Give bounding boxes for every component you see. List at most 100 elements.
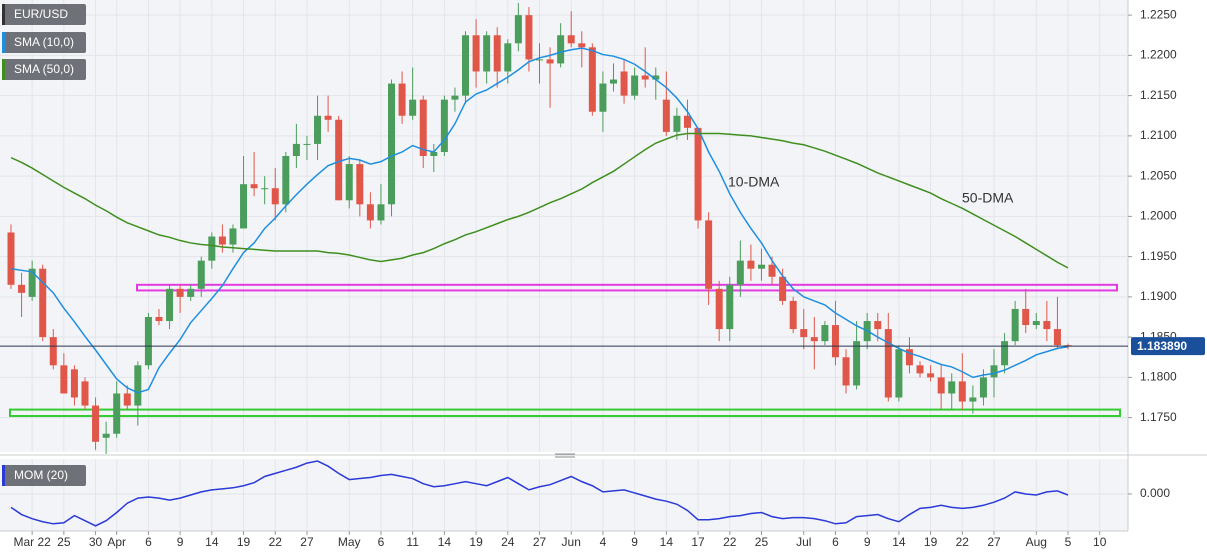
candle-body bbox=[927, 373, 935, 378]
legend-label: EUR/USD bbox=[14, 7, 68, 21]
legend-label: SMA (10,0) bbox=[14, 35, 74, 49]
legend-box bbox=[2, 59, 86, 80]
candle-body bbox=[208, 236, 216, 261]
candle-body bbox=[250, 184, 258, 189]
candle-body bbox=[620, 71, 628, 96]
x-tick-label: 24 bbox=[501, 535, 515, 549]
indicator-line bbox=[10, 132, 1069, 269]
candle-body bbox=[451, 95, 459, 100]
candle-body bbox=[377, 204, 385, 221]
annotation: 10-DMA bbox=[728, 174, 780, 190]
y-tick-label: 1.2000 bbox=[1140, 209, 1177, 223]
candle-body bbox=[356, 164, 364, 205]
candle-body bbox=[831, 325, 839, 358]
x-tick-label: May bbox=[338, 535, 361, 549]
candle-body bbox=[261, 188, 269, 190]
legend-swatch bbox=[2, 32, 5, 53]
candle-body bbox=[800, 329, 808, 338]
y-tick-label: 1.2200 bbox=[1140, 48, 1177, 62]
legend-box bbox=[2, 32, 86, 53]
candle-body bbox=[937, 377, 945, 394]
candle-body bbox=[303, 143, 311, 145]
candle-body bbox=[779, 276, 787, 301]
x-tick-label: 14 bbox=[438, 535, 452, 549]
last-price-box bbox=[1131, 337, 1205, 356]
candle-body bbox=[969, 397, 977, 402]
legend-label: MOM (20) bbox=[14, 468, 68, 482]
legend-swatch bbox=[2, 59, 5, 80]
x-tick-label: 9 bbox=[864, 535, 871, 549]
candle-body bbox=[652, 75, 660, 80]
legend-swatch bbox=[2, 465, 5, 486]
candle-body bbox=[197, 260, 205, 289]
x-tick-label: 27 bbox=[987, 535, 1001, 549]
candle-body bbox=[493, 35, 501, 72]
y-tick-label: 1.1900 bbox=[1140, 289, 1177, 303]
x-tick-label: 25 bbox=[755, 535, 769, 549]
x-tick-label: 6 bbox=[378, 535, 385, 549]
y-tick-label: 1.2250 bbox=[1140, 7, 1177, 21]
candle-body bbox=[1043, 321, 1051, 330]
candle-body bbox=[240, 184, 248, 229]
candle-body bbox=[314, 115, 322, 144]
x-tick-label: 22 bbox=[956, 535, 970, 549]
candle-body bbox=[905, 349, 913, 366]
candle-body bbox=[39, 268, 47, 338]
candle-body bbox=[102, 433, 110, 438]
y-tick-label: 0.000 bbox=[1140, 486, 1170, 500]
y-tick-label: 1.1800 bbox=[1140, 370, 1177, 384]
candle-body bbox=[155, 317, 163, 322]
legend-box bbox=[2, 4, 86, 25]
candle-body bbox=[694, 127, 702, 221]
candle-body bbox=[884, 329, 892, 398]
x-tick-label: 27 bbox=[300, 535, 314, 549]
candle-body bbox=[578, 43, 586, 48]
candle-body bbox=[958, 381, 966, 402]
last-price-label: 1.183890 bbox=[1137, 339, 1187, 353]
x-tick-label: 27 bbox=[533, 535, 547, 549]
candle-body bbox=[440, 99, 448, 152]
x-tick-label: 4 bbox=[600, 535, 607, 549]
candle-body bbox=[757, 264, 765, 269]
candle-body bbox=[895, 349, 903, 398]
candle-body bbox=[588, 47, 596, 112]
candle-body bbox=[113, 393, 121, 434]
candle-body bbox=[70, 369, 78, 398]
candle-body bbox=[514, 15, 522, 44]
zone bbox=[136, 283, 1118, 292]
candle-body bbox=[810, 337, 818, 342]
candle-body bbox=[726, 284, 734, 330]
x-tick-label: Jun bbox=[562, 535, 581, 549]
x-tick-label: 25 bbox=[57, 535, 71, 549]
candle-body bbox=[134, 365, 142, 406]
annotation: 50-DMA bbox=[962, 190, 1014, 206]
candle-body bbox=[546, 59, 554, 64]
candle-body bbox=[335, 119, 343, 201]
candle-body bbox=[92, 405, 100, 442]
candle-body bbox=[662, 99, 670, 132]
x-tick-label: 19 bbox=[924, 535, 938, 549]
price-pane bbox=[0, 0, 1128, 452]
candle-body bbox=[1011, 308, 1019, 342]
candle-body bbox=[821, 325, 829, 342]
x-tick-label: 17 bbox=[691, 535, 705, 549]
x-tick-label: 14 bbox=[205, 535, 219, 549]
candle-body bbox=[430, 151, 438, 157]
candle-body bbox=[187, 288, 195, 297]
candle-body bbox=[398, 83, 406, 116]
y-tick-label: 1.1950 bbox=[1140, 249, 1177, 263]
candle-body bbox=[1001, 341, 1009, 366]
candle-body bbox=[525, 15, 533, 60]
candle-body bbox=[18, 284, 26, 293]
candle-body bbox=[81, 381, 89, 406]
candle-body bbox=[683, 115, 691, 128]
candle-body bbox=[979, 377, 987, 398]
candle-body bbox=[366, 204, 374, 221]
candle-body bbox=[874, 321, 882, 330]
x-tick-label: 10 bbox=[1093, 535, 1107, 549]
x-tick-label: 9 bbox=[631, 535, 638, 549]
x-tick-label: 5 bbox=[1065, 535, 1072, 549]
candle-body bbox=[948, 381, 956, 394]
indicator-line bbox=[10, 47, 1069, 394]
indicator-line bbox=[10, 460, 1069, 527]
